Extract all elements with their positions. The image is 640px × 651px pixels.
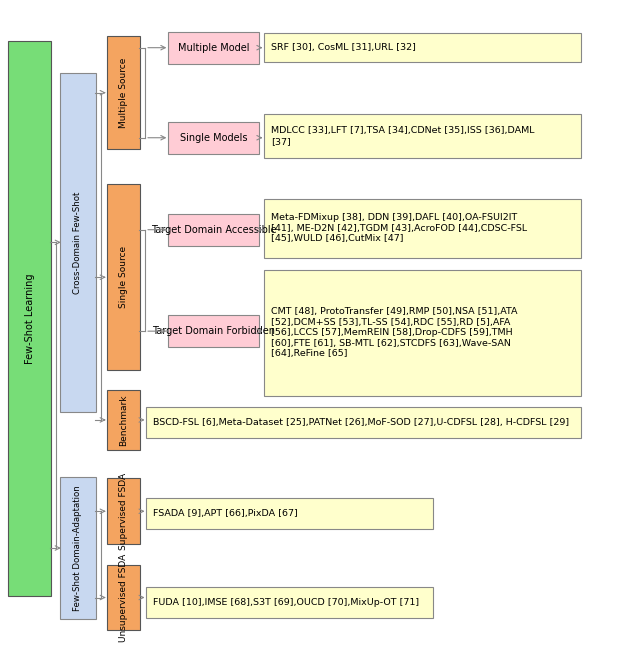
Text: MDLCC [33],LFT [7],TSA [34],CDNet [35],ISS [36],DAML
[37]: MDLCC [33],LFT [7],TSA [34],CDNet [35],I…: [271, 126, 534, 146]
Text: Single Models: Single Models: [180, 133, 247, 143]
FancyBboxPatch shape: [264, 270, 581, 396]
FancyBboxPatch shape: [8, 42, 51, 596]
Text: Unsupervised FSDA: Unsupervised FSDA: [120, 553, 129, 642]
Text: Single Source: Single Source: [120, 246, 129, 309]
Text: Cross-Domain Few-Shot: Cross-Domain Few-Shot: [74, 191, 83, 294]
FancyBboxPatch shape: [60, 73, 96, 411]
FancyBboxPatch shape: [264, 33, 581, 62]
FancyBboxPatch shape: [108, 478, 140, 544]
Text: BSCD-FSL [6],Meta-Dataset [25],PATNet [26],MoF-SOD [27],U-CDFSL [28], H-CDFSL [2: BSCD-FSL [6],Meta-Dataset [25],PATNet [2…: [154, 419, 570, 427]
FancyBboxPatch shape: [147, 408, 581, 438]
FancyBboxPatch shape: [108, 564, 140, 630]
FancyBboxPatch shape: [168, 214, 259, 245]
Text: FSADA [9],APT [66],PixDA [67]: FSADA [9],APT [66],PixDA [67]: [154, 509, 298, 518]
Text: Few-Shot Domain-Adaptation: Few-Shot Domain-Adaptation: [74, 485, 83, 611]
FancyBboxPatch shape: [60, 477, 96, 619]
Text: SRF [30], CosML [31],URL [32]: SRF [30], CosML [31],URL [32]: [271, 43, 416, 52]
Text: Few-Shot Learning: Few-Shot Learning: [25, 273, 35, 364]
FancyBboxPatch shape: [264, 115, 581, 158]
FancyBboxPatch shape: [108, 36, 140, 150]
Text: Multiple Model: Multiple Model: [178, 43, 249, 53]
FancyBboxPatch shape: [168, 315, 259, 347]
FancyBboxPatch shape: [108, 184, 140, 370]
FancyBboxPatch shape: [168, 32, 259, 64]
FancyBboxPatch shape: [147, 587, 433, 618]
Text: Meta-FDMixup [38], DDN [39],DAFL [40],OA-FSUI2IT
[41], ME-D2N [42],TGDM [43],Acr: Meta-FDMixup [38], DDN [39],DAFL [40],OA…: [271, 214, 527, 243]
FancyBboxPatch shape: [264, 199, 581, 258]
Text: Supervised FSDA: Supervised FSDA: [120, 473, 129, 550]
FancyBboxPatch shape: [108, 390, 140, 450]
Text: Benchmark: Benchmark: [120, 395, 129, 446]
Text: FUDA [10],IMSE [68],S3T [69],OUCD [70],MixUp-OT [71]: FUDA [10],IMSE [68],S3T [69],OUCD [70],M…: [154, 598, 419, 607]
Text: Multiple Source: Multiple Source: [120, 57, 129, 128]
FancyBboxPatch shape: [168, 122, 259, 154]
Text: CMT [48], ProtoTransfer [49],RMP [50],NSA [51],ATA
[52],DCM+SS [53],TL-SS [54],R: CMT [48], ProtoTransfer [49],RMP [50],NS…: [271, 307, 518, 358]
Text: Target Domain Forbidden: Target Domain Forbidden: [152, 326, 275, 336]
Text: Target Domain Accessible: Target Domain Accessible: [150, 225, 276, 235]
FancyBboxPatch shape: [147, 498, 433, 529]
